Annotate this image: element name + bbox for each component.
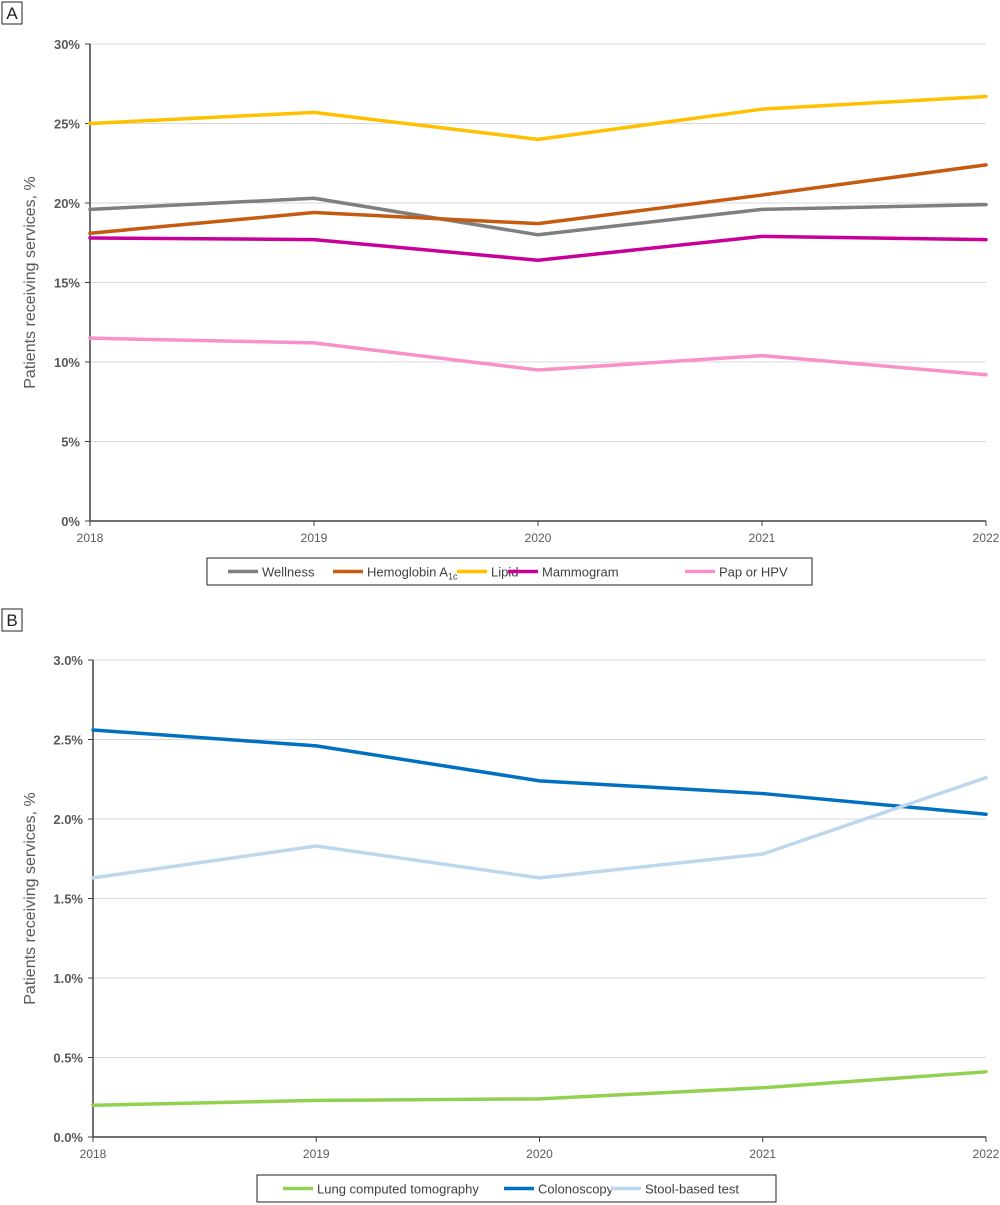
y-tick-label: 2.0%: [53, 812, 83, 827]
x-tick-label: 2020: [526, 1147, 553, 1161]
y-tick-label: 0%: [61, 514, 80, 529]
y-tick-label: 2.5%: [53, 733, 83, 748]
legend-label: Hemoglobin A1c: [367, 565, 458, 582]
y-tick-label: 10%: [54, 355, 80, 370]
series-line-mammogram: [88, 234, 988, 262]
series-line-colonoscopy: [91, 728, 988, 816]
x-tick-label: 2021: [749, 531, 776, 545]
legend-label: Mammogram: [542, 565, 619, 580]
legend: Lung computed tomography Colonoscopy Stool…: [256, 1174, 777, 1203]
y-axis-label: Patients receiving services, %: [22, 792, 39, 1005]
panel-label: B: [6, 611, 17, 630]
legend-label: Lung computed tomography: [317, 1182, 479, 1197]
series-line-lipid: [88, 94, 988, 142]
y-tick-label: 5%: [61, 435, 80, 450]
x-tick-label: 2018: [77, 531, 104, 545]
legend-label: Stool-based test: [645, 1182, 739, 1197]
series-line-stool-based-test: [91, 775, 988, 880]
y-tick-label: 1.5%: [53, 892, 83, 907]
series-line-lung-computed-tomography: [91, 1070, 988, 1107]
panel-label: A: [6, 4, 18, 23]
legend: Wellness Hemoglobin A1c Lipid Mammogram Pap …: [206, 557, 813, 586]
x-tick-label: 2022: [973, 531, 1000, 545]
legend-label: Wellness: [262, 565, 315, 580]
y-tick-label: 3.0%: [53, 653, 83, 668]
legend-label: Pap or HPV: [719, 565, 788, 580]
x-tick-label: 2021: [749, 1147, 776, 1161]
series-line-hemoglobin-a1c: [88, 163, 988, 235]
legend-label: Colonoscopy: [538, 1182, 614, 1197]
x-tick-label: 2018: [80, 1147, 107, 1161]
panel-label-box: [1, 608, 23, 632]
y-tick-label: 1.0%: [53, 971, 83, 986]
y-tick-label: 20%: [54, 196, 80, 211]
y-tick-label: 15%: [54, 276, 80, 291]
legend-label: Lipid: [491, 565, 518, 580]
y-axis-label: Patients receiving services, %: [22, 176, 39, 389]
chart-panel-A: A 0% 5% 10% 15% 20% 25% 30% 2018 2019 2020 2021 2022…: [1, 1, 1000, 586]
x-tick-label: 2022: [973, 1147, 1000, 1161]
y-tick-label: 25%: [54, 117, 80, 132]
series-line-pap-or-hpv: [88, 336, 988, 377]
x-tick-label: 2019: [303, 1147, 330, 1161]
y-tick-label: 0.5%: [53, 1051, 83, 1066]
y-tick-label: 30%: [54, 37, 80, 52]
panel-label-box: [1, 1, 23, 25]
y-tick-label: 0.0%: [53, 1130, 83, 1145]
x-tick-label: 2019: [301, 531, 328, 545]
series-line-wellness: [88, 196, 988, 237]
chart-panel-B: B 0.0% 0.5% 1.0% 1.5% 2.0% 2.5% 3.0% 2018 2019 202…: [1, 608, 1000, 1203]
x-tick-label: 2020: [525, 531, 552, 545]
